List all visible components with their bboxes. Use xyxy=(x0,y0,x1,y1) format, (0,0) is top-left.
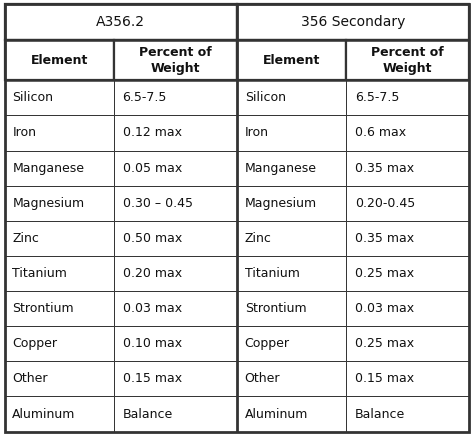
Text: Manganese: Manganese xyxy=(12,162,84,174)
Text: Percent of
Weight: Percent of Weight xyxy=(139,46,212,75)
Bar xyxy=(237,291,346,326)
Text: Aluminum: Aluminum xyxy=(245,408,308,421)
Bar xyxy=(237,361,346,396)
Bar xyxy=(346,40,469,80)
Bar xyxy=(237,80,346,116)
Text: 0.35 max: 0.35 max xyxy=(355,162,414,174)
Text: 0.10 max: 0.10 max xyxy=(122,337,182,350)
Text: Magnesium: Magnesium xyxy=(245,197,317,210)
Text: Other: Other xyxy=(12,372,48,385)
Bar xyxy=(114,116,237,150)
Text: 0.20-0.45: 0.20-0.45 xyxy=(355,197,415,210)
Text: 0.15 max: 0.15 max xyxy=(355,372,414,385)
Bar xyxy=(237,116,346,150)
Text: 0.30 – 0.45: 0.30 – 0.45 xyxy=(122,197,192,210)
Text: Magnesium: Magnesium xyxy=(12,197,84,210)
Text: 0.20 max: 0.20 max xyxy=(122,267,182,280)
Bar xyxy=(5,4,237,40)
Bar xyxy=(114,150,237,186)
Bar xyxy=(346,186,469,221)
Bar xyxy=(114,40,237,80)
Text: 0.35 max: 0.35 max xyxy=(355,232,414,245)
Bar xyxy=(5,116,114,150)
Text: Iron: Iron xyxy=(245,126,269,140)
Bar xyxy=(346,150,469,186)
Bar xyxy=(5,150,114,186)
Text: Titanium: Titanium xyxy=(245,267,300,280)
Bar xyxy=(237,326,346,361)
Bar xyxy=(237,186,346,221)
Bar xyxy=(5,396,114,432)
Bar xyxy=(346,116,469,150)
Text: 0.12 max: 0.12 max xyxy=(122,126,182,140)
Bar xyxy=(346,221,469,256)
Text: Aluminum: Aluminum xyxy=(12,408,76,421)
Bar xyxy=(346,80,469,116)
Bar xyxy=(114,256,237,291)
Bar xyxy=(114,361,237,396)
Bar xyxy=(114,186,237,221)
Text: Percent of
Weight: Percent of Weight xyxy=(371,46,444,75)
Bar xyxy=(5,186,114,221)
Bar xyxy=(5,291,114,326)
Bar xyxy=(114,396,237,432)
Text: 6.5-7.5: 6.5-7.5 xyxy=(355,91,399,104)
Bar xyxy=(346,256,469,291)
Bar xyxy=(5,326,114,361)
Bar xyxy=(114,326,237,361)
Bar xyxy=(5,80,114,116)
Bar xyxy=(114,80,237,116)
Text: 0.25 max: 0.25 max xyxy=(355,267,414,280)
Text: Titanium: Titanium xyxy=(12,267,67,280)
Bar xyxy=(237,4,469,40)
Text: Strontium: Strontium xyxy=(12,302,74,315)
Text: Element: Element xyxy=(263,54,320,67)
Bar xyxy=(237,256,346,291)
Text: 0.03 max: 0.03 max xyxy=(355,302,414,315)
Text: 356 Secondary: 356 Secondary xyxy=(301,15,405,29)
Text: Copper: Copper xyxy=(12,337,57,350)
Bar xyxy=(114,291,237,326)
Text: 6.5-7.5: 6.5-7.5 xyxy=(122,91,167,104)
Text: Other: Other xyxy=(245,372,280,385)
Text: Balance: Balance xyxy=(122,408,173,421)
Bar xyxy=(346,291,469,326)
Text: 0.05 max: 0.05 max xyxy=(122,162,182,174)
Text: Strontium: Strontium xyxy=(245,302,306,315)
Bar xyxy=(5,361,114,396)
Bar xyxy=(346,396,469,432)
Text: Balance: Balance xyxy=(355,408,405,421)
Bar xyxy=(5,256,114,291)
Text: Silicon: Silicon xyxy=(245,91,286,104)
Text: 0.15 max: 0.15 max xyxy=(122,372,182,385)
Text: 0.6 max: 0.6 max xyxy=(355,126,406,140)
Bar xyxy=(5,40,114,80)
Text: 0.03 max: 0.03 max xyxy=(122,302,182,315)
Text: Iron: Iron xyxy=(12,126,36,140)
Text: A356.2: A356.2 xyxy=(96,15,146,29)
Text: 0.50 max: 0.50 max xyxy=(122,232,182,245)
Bar xyxy=(237,40,346,80)
Text: Zinc: Zinc xyxy=(12,232,39,245)
Text: Copper: Copper xyxy=(245,337,290,350)
Text: Zinc: Zinc xyxy=(245,232,272,245)
Bar xyxy=(237,221,346,256)
Bar xyxy=(346,326,469,361)
Text: Manganese: Manganese xyxy=(245,162,317,174)
Text: Silicon: Silicon xyxy=(12,91,54,104)
Bar xyxy=(114,221,237,256)
Text: Element: Element xyxy=(31,54,88,67)
Bar xyxy=(237,396,346,432)
Bar xyxy=(346,361,469,396)
Bar xyxy=(5,221,114,256)
Bar xyxy=(237,150,346,186)
Text: 0.25 max: 0.25 max xyxy=(355,337,414,350)
